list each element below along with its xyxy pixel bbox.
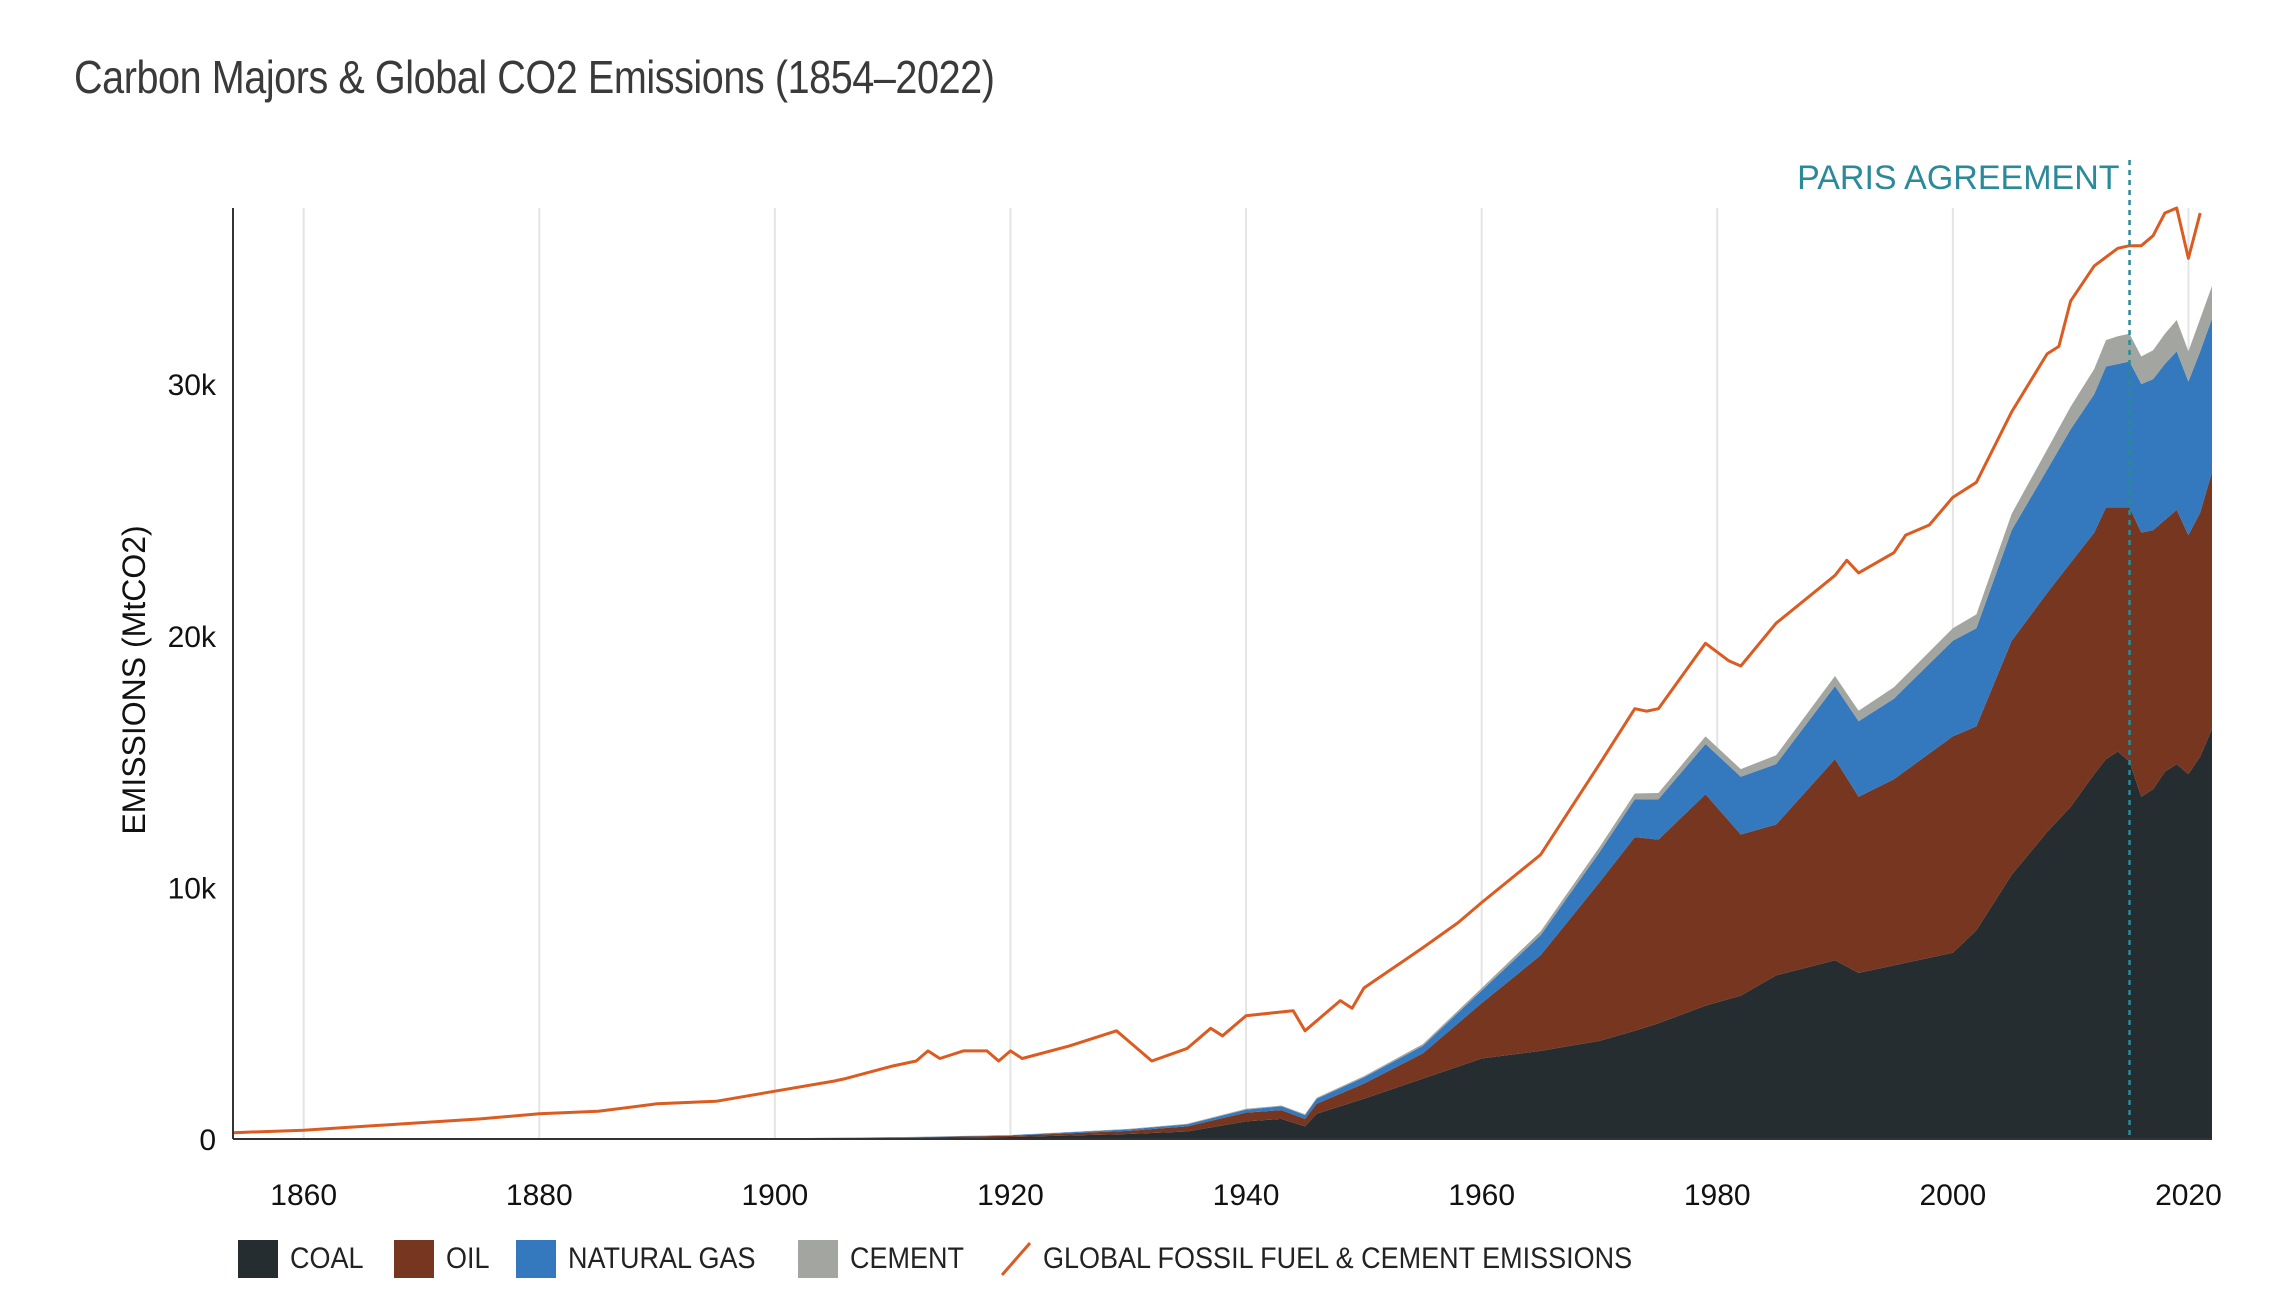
legend-swatch	[393, 1240, 434, 1278]
x-tick-label: 2020	[2155, 1179, 2222, 1212]
legend-label: GLOBAL FOSSIL FUEL & CEMENT EMISSIONS	[1043, 1242, 1633, 1275]
legend-swatch	[798, 1240, 839, 1278]
x-tick-label: 2000	[1919, 1179, 1986, 1212]
legend-item-oil: OIL	[393, 1240, 494, 1278]
y-tick-label: 30k	[168, 369, 217, 402]
x-tick-label: 1880	[506, 1179, 573, 1212]
legend-label: NATURAL GAS	[568, 1242, 756, 1275]
area-coal	[774, 728, 2212, 1139]
legend-label: CEMENT	[850, 1242, 965, 1275]
stacked-areas	[774, 286, 2212, 1139]
x-tick-label: 1860	[270, 1179, 337, 1212]
legend-label: COAL	[290, 1242, 364, 1275]
x-tick-label: 1940	[1213, 1179, 1280, 1212]
global-emissions-line	[232, 206, 2202, 1135]
x-tick-label: 1980	[1684, 1179, 1751, 1212]
annotation-layer: PARIS AGREEMENT	[1797, 159, 2131, 1139]
legend-swatch	[238, 1240, 278, 1278]
legend-swatch	[516, 1240, 557, 1278]
y-tick-label: 20k	[168, 621, 217, 654]
x-tick-label: 1920	[977, 1179, 1044, 1212]
area-oil	[774, 472, 2212, 1139]
y-tick-label: 10k	[168, 872, 217, 905]
legend-item-cement: CEMENT	[798, 1240, 977, 1278]
x-tick-label: 1960	[1448, 1179, 1515, 1212]
legend-item-coal: COAL	[238, 1240, 372, 1278]
x-tick-label: 1900	[741, 1179, 808, 1212]
axis-layer: 1860 1880 1900 1920 1940 1960 1980 2000 2020 0 10k…	[116, 208, 2222, 1212]
y-axis-title: EMISSIONS (MtCO2)	[116, 525, 152, 834]
legend-label: OIL	[445, 1242, 490, 1275]
chart-title: Carbon Majors & Global CO2 Emissions (18…	[74, 51, 995, 103]
legend-item-global-fossil-fuel-cement-emissions: GLOBAL FOSSIL FUEL & CEMENT EMISSIONS	[999, 1240, 1698, 1278]
y-tick-label: 0	[199, 1124, 216, 1157]
legend: COAL OIL NATURAL GAS CEMENT GLOBAL FOSSIL FU…	[238, 1240, 1720, 1278]
area-natural-gas	[774, 318, 2212, 1139]
global-emissions-line-layer	[232, 206, 2202, 1135]
legend-item-natural-gas: NATURAL GAS	[516, 1240, 776, 1278]
paris-agreement-label: PARIS AGREEMENT	[1797, 159, 2119, 197]
legend-line-icon	[1000, 1242, 1032, 1276]
